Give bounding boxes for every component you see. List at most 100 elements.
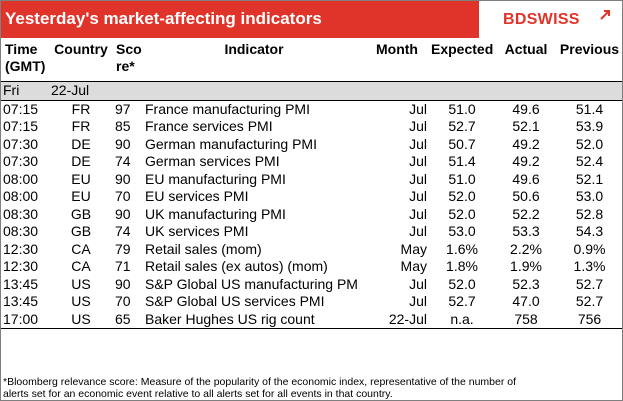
- column-header-expected: Expected: [431, 41, 494, 57]
- cell-actual: 1.9%: [510, 258, 542, 275]
- cell-indicator: UK services PMI: [145, 223, 249, 240]
- cell-expected: 52.7: [448, 118, 476, 135]
- cell-actual: 52.1: [512, 118, 540, 135]
- cell-previous: 53.0: [575, 188, 604, 205]
- cell-month: Jul: [409, 223, 427, 240]
- table-row: 07:30 DE 74 German services PMI Jul 51.4 49.2 5…: [1, 153, 622, 171]
- cell-country: US: [71, 275, 91, 292]
- table-row: 13:45 US 70 S&P Global US services PMI Jul 52…: [1, 293, 622, 311]
- indicator-rows: 07:15 FR 97 France manufacturing PMI Jul 51.0…: [1, 100, 622, 329]
- cell-month: 22-Jul: [388, 310, 427, 327]
- day-date: 22-Jul: [49, 81, 143, 100]
- cell-indicator: EU services PMI: [145, 188, 249, 205]
- cell-expected: 1.8%: [446, 258, 478, 275]
- cell-country: DE: [71, 135, 91, 152]
- cell-country: DE: [71, 153, 91, 170]
- column-header-score: Sco re*: [113, 38, 143, 82]
- footnote: *Bloomberg relevance score: Measure of t…: [3, 376, 613, 400]
- cell-country: FR: [71, 118, 91, 135]
- footnote-line2: alerts set for an economic event relativ…: [3, 388, 393, 400]
- cell-month: May: [400, 240, 427, 257]
- cell-time: 12:30: [3, 258, 39, 275]
- cell-expected: 52.0: [448, 188, 476, 205]
- cell-previous: 52.7: [575, 275, 604, 292]
- title-banner: Yesterday's market-affecting indicators …: [1, 1, 622, 38]
- cell-score: 90: [115, 275, 131, 292]
- score-header-line1: Sco: [116, 41, 142, 57]
- cell-score: 85: [115, 118, 131, 135]
- cell-actual: 47.0: [512, 293, 540, 310]
- table-row: 08:30 GB 90 UK manufacturing PMI Jul 52.0 52.2…: [1, 206, 622, 224]
- cell-time: 07:30: [3, 153, 39, 170]
- cell-month: Jul: [409, 293, 427, 310]
- cell-expected: 1.6%: [446, 240, 478, 257]
- column-header-country: Country: [54, 41, 108, 57]
- cell-month: May: [400, 258, 427, 275]
- table-row: 07:15 FR 85 France services PMI Jul 52.7 52.1 5…: [1, 118, 622, 136]
- cell-previous: 756: [577, 310, 602, 327]
- cell-month: Jul: [409, 170, 427, 187]
- cell-actual: 49.2: [512, 153, 540, 170]
- cell-score: 74: [115, 153, 131, 170]
- brand-arrow-icon: [600, 10, 610, 20]
- cell-month: Jul: [409, 275, 427, 292]
- cell-actual: 52.3: [512, 275, 540, 292]
- cell-expected: 53.0: [448, 223, 476, 240]
- cell-actual: 49.6: [512, 100, 540, 117]
- cell-score: 90: [115, 205, 131, 222]
- cell-time: 08:30: [3, 223, 39, 240]
- cell-time: 08:00: [3, 188, 39, 205]
- table-row: 17:00 US 65 Baker Hughes US rig count 22-Jul…: [1, 311, 622, 329]
- footnote-line1: *Bloomberg relevance score: Measure of t…: [3, 376, 517, 388]
- cell-time: 07:15: [3, 100, 39, 117]
- cell-country: US: [71, 310, 91, 327]
- table-row: 13:45 US 90 S&P Global US manufacturing PM J…: [1, 276, 622, 294]
- cell-score: 90: [115, 135, 131, 152]
- cell-country: CA: [71, 240, 91, 257]
- column-header-actual: Actual: [504, 41, 548, 57]
- table-row: 08:30 GB 74 UK services PMI Jul 53.0 53.3 54.3: [1, 223, 622, 241]
- cell-score: 65: [115, 310, 131, 327]
- cell-indicator: France services PMI: [145, 118, 273, 135]
- indicators-table: Time (GMT) Country Sco re* Indicator Mon…: [1, 38, 622, 329]
- table-row: 07:30 DE 90 German manufacturing PMI Jul 50.7…: [1, 136, 622, 154]
- cell-score: 79: [115, 240, 131, 257]
- cell-expected: 51.4: [448, 153, 476, 170]
- cell-month: Jul: [409, 118, 427, 135]
- cell-expected: n.a.: [450, 310, 474, 327]
- cell-score: 71: [115, 258, 131, 275]
- cell-indicator: S&P Global US manufacturing PM: [145, 275, 358, 292]
- cell-actual: 49.6: [512, 170, 540, 187]
- cell-actual: 52.2: [512, 205, 540, 222]
- day-row: Fri 22-Jul: [1, 81, 622, 100]
- cell-previous: 52.0: [575, 135, 604, 152]
- day-name: Fri: [1, 81, 49, 100]
- column-header-previous: Previous: [559, 41, 620, 57]
- cell-indicator: Retail sales (ex autos) (mom): [145, 258, 328, 275]
- cell-month: Jul: [409, 153, 427, 170]
- cell-time: 08:00: [3, 170, 39, 187]
- cell-time: 13:45: [3, 275, 39, 292]
- table-row: 08:00 EU 90 EU manufacturing PMI Jul 51.0 49.6…: [1, 171, 622, 189]
- column-header-time: Time (GMT): [1, 38, 49, 82]
- cell-expected: 52.0: [448, 275, 476, 292]
- cell-previous: 0.9%: [573, 240, 606, 257]
- cell-score: 74: [115, 223, 131, 240]
- cell-indicator: Baker Hughes US rig count: [145, 310, 315, 327]
- cell-time: 07:30: [3, 135, 39, 152]
- cell-previous: 54.3: [575, 223, 604, 240]
- cell-score: 70: [115, 293, 131, 310]
- page-title: Yesterday's market-affecting indicators: [5, 9, 322, 28]
- cell-month: Jul: [409, 135, 427, 152]
- cell-expected: 51.0: [448, 170, 476, 187]
- cell-indicator: Retail sales (mom): [145, 240, 262, 257]
- cell-time: 07:15: [3, 118, 39, 135]
- cell-expected: 52.0: [448, 205, 476, 222]
- cell-previous: 52.7: [575, 293, 604, 310]
- cell-actual: 49.2: [512, 135, 540, 152]
- cell-country: EU: [71, 188, 91, 205]
- cell-month: Jul: [409, 205, 427, 222]
- column-header-month: Month: [376, 41, 418, 57]
- cell-country: EU: [71, 170, 91, 187]
- cell-previous: 53.9: [575, 118, 604, 135]
